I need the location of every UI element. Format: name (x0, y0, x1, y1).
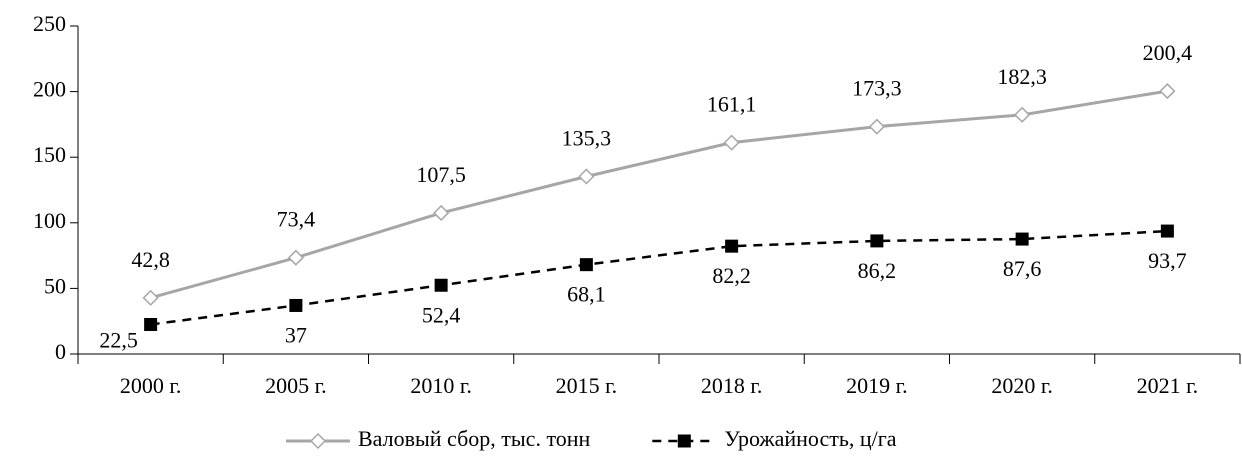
point (1160, 224, 1174, 238)
series-line (150, 89, 1168, 300)
legend-marker (309, 432, 327, 450)
point (868, 118, 885, 135)
point (433, 204, 450, 222)
data-label: 200,4 (1143, 40, 1193, 65)
x-tick-label: 2000 г. (120, 373, 182, 398)
y-tick-label: 150 (33, 142, 66, 167)
x-tick-label: 2018 г. (701, 373, 763, 398)
data-label: 73,4 (277, 207, 316, 232)
point (578, 168, 595, 185)
data-label: 93,7 (1148, 248, 1187, 273)
data-label: 82,2 (712, 263, 751, 288)
data-label: 68,1 (567, 282, 606, 307)
data-label: 173,3 (852, 76, 902, 101)
data-label: 52,4 (422, 302, 461, 327)
data-label: 135,3 (562, 126, 612, 151)
data-label: 107,5 (416, 162, 466, 187)
x-tick-label: 2005 г. (265, 373, 327, 398)
data-label: 86,2 (858, 258, 897, 283)
y-tick-label: 200 (33, 77, 66, 102)
x-tick-label: 2021 г. (1137, 373, 1199, 398)
data-label: 42,8 (131, 247, 170, 272)
x-tick-label: 2020 г. (991, 373, 1053, 398)
y-tick-label: 0 (55, 339, 66, 364)
point (434, 278, 448, 292)
point (287, 249, 304, 266)
point (723, 134, 740, 151)
x-tick-label: 2015 г. (556, 373, 618, 398)
data-label: 37 (285, 323, 307, 348)
point (1015, 232, 1029, 246)
point (579, 258, 593, 272)
data-label: 22,5 (99, 328, 138, 353)
legend-label: Валовый сбор, тыс. тонн (358, 426, 591, 451)
point (870, 234, 884, 248)
legend-label: Урожайность, ц/га (724, 426, 896, 451)
point (289, 298, 303, 312)
data-label: 182,3 (997, 64, 1047, 89)
point (144, 317, 158, 331)
legend-marker (677, 434, 691, 448)
y-tick-label: 50 (44, 273, 66, 298)
point (142, 289, 159, 306)
x-tick-label: 2010 г. (410, 373, 472, 398)
data-label: 161,1 (707, 92, 757, 117)
y-tick-label: 250 (33, 11, 66, 36)
point (1014, 106, 1031, 123)
point (725, 239, 739, 253)
data-label: 87,6 (1003, 256, 1042, 281)
x-tick-label: 2019 г. (846, 373, 908, 398)
series-line (150, 229, 1168, 326)
point (1159, 83, 1176, 100)
y-tick-label: 100 (33, 208, 66, 233)
